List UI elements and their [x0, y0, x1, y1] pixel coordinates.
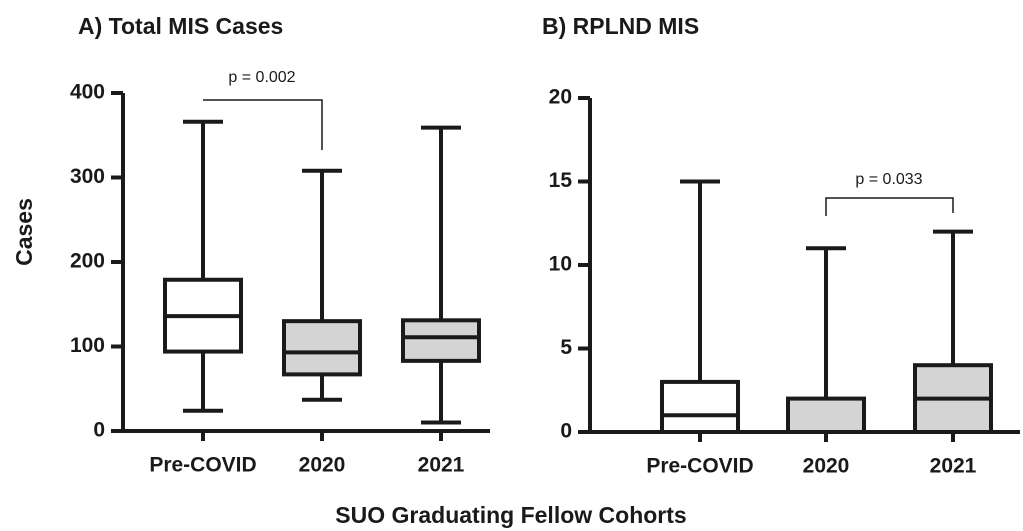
- y-tick-label: 20: [549, 86, 572, 109]
- y-axis-label: Cases: [11, 198, 37, 266]
- box: [401, 318, 481, 363]
- box: [786, 396, 866, 435]
- y-tick-label: 400: [70, 81, 105, 104]
- significance-label: p = 0.033: [855, 171, 922, 188]
- significance-label: p = 0.002: [228, 69, 295, 86]
- y-tick-label: 0: [93, 419, 105, 442]
- y-tick-label: 300: [70, 165, 105, 188]
- y-tick-label: 200: [70, 250, 105, 273]
- box: [660, 379, 740, 434]
- x-tick-label: 2021: [418, 454, 465, 477]
- significance-bracket: [203, 99, 323, 150]
- x-tick-label: Pre-COVID: [149, 454, 256, 477]
- y-tick-label: 15: [549, 169, 573, 192]
- y-tick-label: 10: [549, 253, 572, 276]
- y-tick-label: 100: [70, 334, 105, 357]
- significance-bracket: [825, 197, 954, 216]
- x-tick-label: Pre-COVID: [646, 455, 753, 478]
- x-tick-label: 2021: [930, 455, 977, 478]
- x-axis-label: SUO Graduating Fellow Cohorts: [335, 502, 686, 528]
- x-tick-label: 2020: [803, 455, 850, 478]
- y-tick-label: 5: [560, 336, 572, 359]
- chart-title: B) RPLND MIS: [542, 13, 699, 39]
- box: [282, 319, 362, 377]
- y-tick-label: 0: [560, 420, 572, 443]
- chart-title: A) Total MIS Cases: [78, 13, 283, 39]
- x-tick-label: 2020: [299, 454, 346, 477]
